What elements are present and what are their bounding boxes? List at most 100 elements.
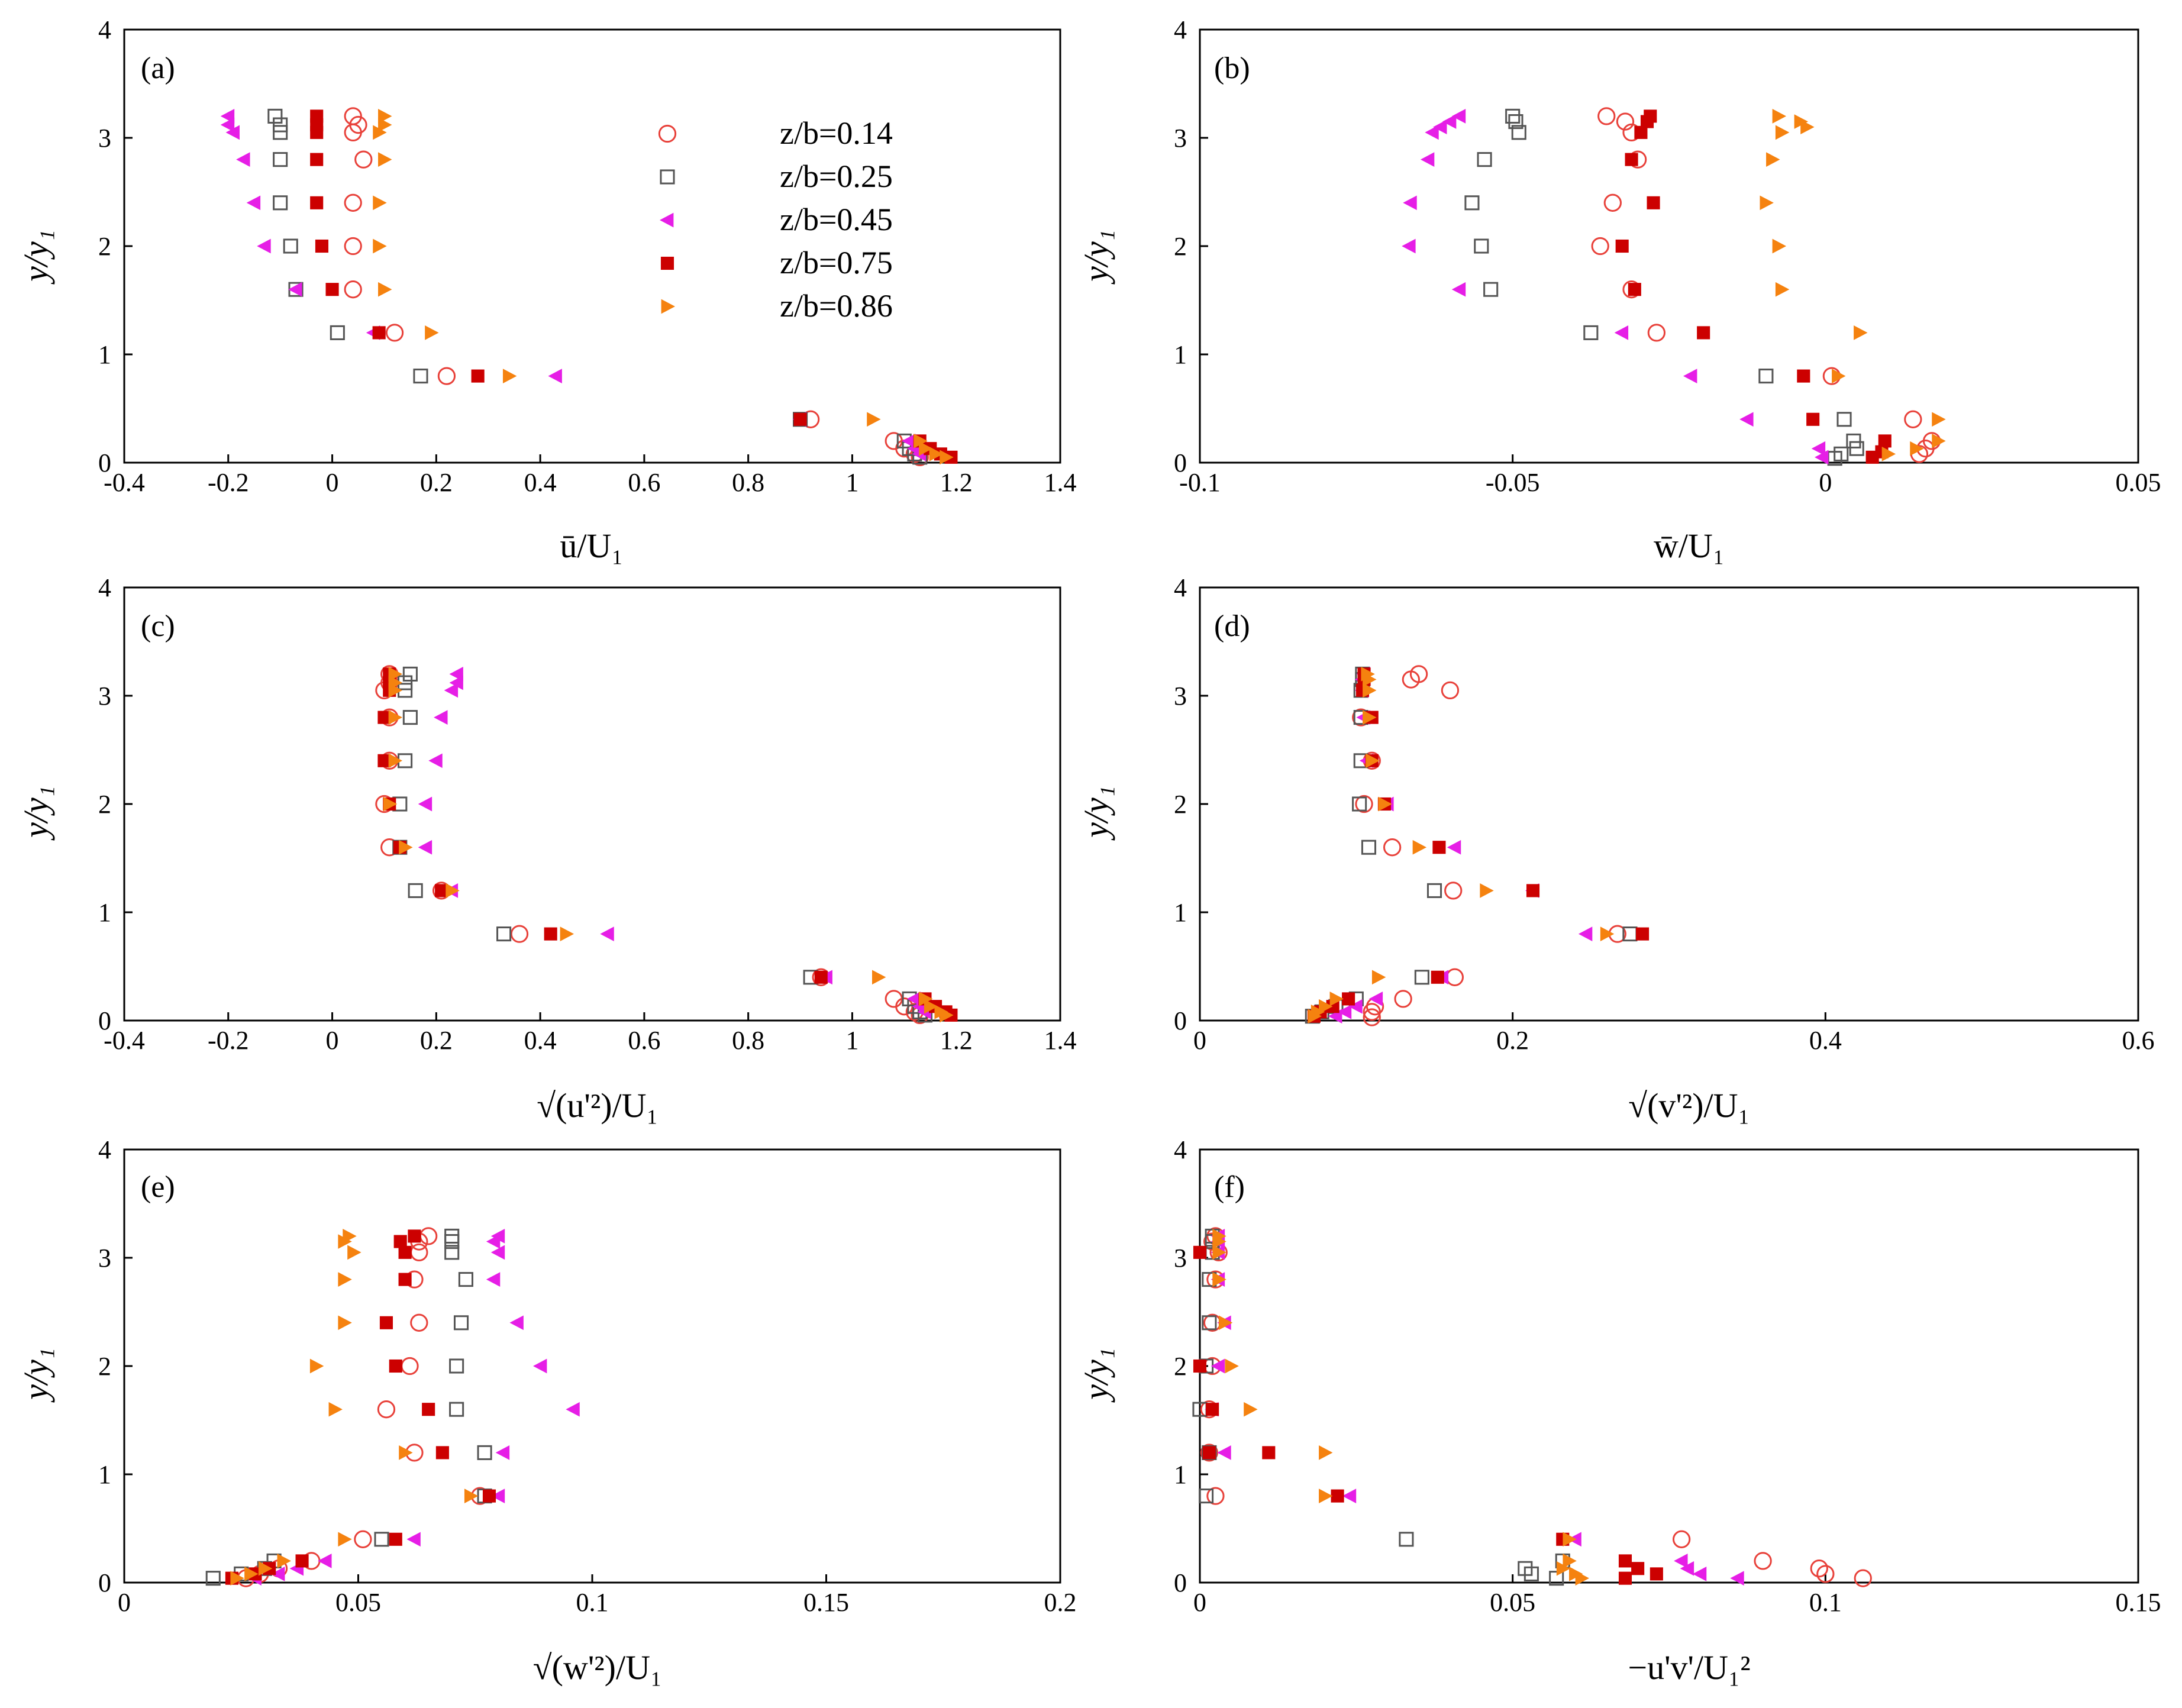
data-point xyxy=(1683,369,1697,383)
data-point xyxy=(509,1315,524,1331)
data-point xyxy=(1420,152,1435,167)
data-point xyxy=(490,1489,505,1503)
x-tick-label: 0.2 xyxy=(420,468,453,497)
x-tick-label: -0.2 xyxy=(208,1026,249,1055)
data-point xyxy=(1451,282,1466,297)
x-tick-label: 0 xyxy=(1193,1588,1206,1617)
data-point xyxy=(398,1245,412,1259)
data-point xyxy=(1319,1445,1333,1460)
x-tick-label: 0.6 xyxy=(2122,1026,2155,1055)
data-point xyxy=(444,1245,460,1260)
data-point xyxy=(1766,152,1780,167)
data-point xyxy=(1262,1446,1276,1460)
x-tick-label: 0.15 xyxy=(803,1588,849,1617)
y-tick-label: 3 xyxy=(1174,1244,1187,1273)
data-point xyxy=(283,238,298,254)
data-point xyxy=(1474,238,1489,254)
data-point xyxy=(1758,369,1774,384)
y-tick-label: 4 xyxy=(1174,15,1187,44)
series-z/b=0.86 xyxy=(383,667,954,1023)
series-z/b=0.86 xyxy=(230,1229,479,1586)
data-point xyxy=(566,1402,580,1417)
data-point xyxy=(389,1532,402,1546)
data-point xyxy=(486,1272,501,1287)
data-point xyxy=(1342,992,1355,1006)
data-point xyxy=(354,1530,372,1548)
panel-d: (d) y/y₁ √(v'²)/U₁ 0 0.2 0.4 0.6 0 1 2 3 4 xyxy=(1077,573,2155,1125)
data-point xyxy=(560,926,574,941)
data-point xyxy=(410,1313,428,1332)
data-point xyxy=(1363,672,1377,687)
data-point xyxy=(372,326,386,340)
x-tick-label: 0.1 xyxy=(1809,1588,1842,1617)
data-point xyxy=(1444,882,1463,900)
data-point xyxy=(1432,841,1446,854)
data-point xyxy=(1904,410,1922,428)
data-point xyxy=(940,1008,954,1023)
data-point xyxy=(388,710,403,725)
data-point xyxy=(434,710,448,725)
legend-label-z045: z/b=0.45 xyxy=(780,202,893,237)
data-point xyxy=(496,926,512,942)
data-point xyxy=(924,999,938,1014)
x-tick-label: 1.2 xyxy=(940,1026,973,1055)
legend: z/b=0.14 z/b=0.25 z/b=0.45 z/b=0.75 z/b=… xyxy=(658,115,893,324)
x-tick-label: 0 xyxy=(1819,468,1832,497)
data-point xyxy=(1811,441,1826,456)
data-point xyxy=(1618,1554,1632,1568)
data-point xyxy=(1464,195,1480,211)
data-point xyxy=(378,282,392,297)
data-point xyxy=(464,1489,479,1503)
data-point xyxy=(1331,1489,1344,1503)
x-tick-label: -0.1 xyxy=(1179,468,1221,497)
data-point xyxy=(318,1554,332,1568)
y-axis-label: y/y₁ xyxy=(17,230,55,285)
data-point xyxy=(1680,1561,1694,1576)
data-point xyxy=(1854,1569,1872,1587)
data-point xyxy=(1326,1000,1339,1013)
data-point xyxy=(1383,838,1402,857)
x-tick-label: 0.6 xyxy=(628,468,660,497)
data-point xyxy=(1425,125,1439,140)
y-axis-label: y/y₁ xyxy=(1077,1348,1115,1403)
data-point xyxy=(310,153,324,166)
data-point xyxy=(867,412,881,427)
panel-label: (b) xyxy=(1214,51,1250,85)
data-point xyxy=(220,117,235,133)
x-tick-label: 0.4 xyxy=(524,468,557,497)
data-point xyxy=(1202,1315,1217,1331)
data-point xyxy=(1603,193,1622,212)
data-point xyxy=(1337,1005,1352,1019)
y-tick-label: 1 xyxy=(98,898,111,927)
data-point xyxy=(1199,1489,1214,1504)
data-point xyxy=(1218,1315,1233,1331)
data-point xyxy=(344,123,362,142)
x-axis-label: √(w'²)/U₁ xyxy=(533,1648,662,1687)
data-point xyxy=(435,1446,449,1460)
panel-label: (c) xyxy=(141,609,175,643)
data-point xyxy=(257,238,271,254)
data-point xyxy=(495,1445,510,1460)
data-point xyxy=(449,1402,464,1417)
x-axis-label: w̄/U₁ xyxy=(1654,527,1725,565)
data-point xyxy=(1225,1358,1239,1374)
data-point xyxy=(377,1400,396,1419)
data-point xyxy=(1212,1234,1226,1249)
x-tick-label: -0.4 xyxy=(104,1026,145,1055)
data-point xyxy=(1672,1530,1691,1548)
data-point xyxy=(544,927,557,941)
data-point xyxy=(344,280,362,299)
panel-label: (f) xyxy=(1214,1170,1245,1204)
data-point xyxy=(1772,109,1787,124)
data-point xyxy=(1363,1008,1381,1026)
data-point xyxy=(425,325,439,340)
y-axis-label: y/y₁ xyxy=(17,786,55,841)
y-tick-label: 0 xyxy=(1174,448,1187,477)
data-point xyxy=(1597,107,1616,125)
panel-a: (a) y/y₁ ū/U₁ z/b=0.14 z/b=0.25 z/b=0.45… xyxy=(17,15,1077,565)
data-point xyxy=(1480,883,1494,898)
panel-label: (e) xyxy=(141,1170,175,1204)
data-point xyxy=(1815,450,1829,465)
y-tick-label: 2 xyxy=(98,1352,111,1381)
data-point xyxy=(486,1234,501,1249)
